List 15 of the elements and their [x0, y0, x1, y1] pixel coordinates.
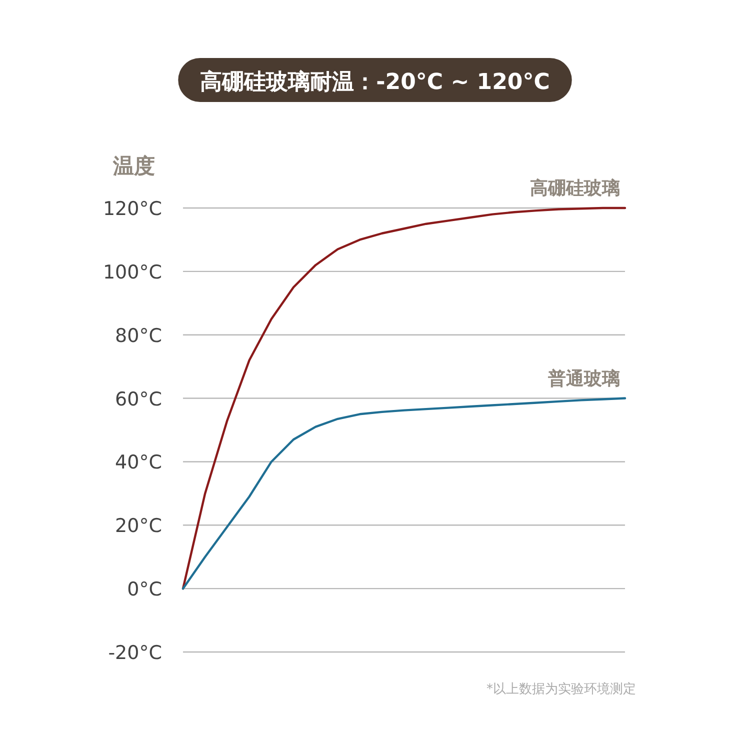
y-tick-label: 60°C [115, 388, 162, 410]
text: *以上数据为实验环境测定 [486, 681, 636, 697]
series-label: 高硼硅玻璃 [530, 178, 620, 199]
y-tick-label: 80°C [115, 324, 162, 347]
y-tick-label: 0°C [127, 578, 162, 601]
line-series [182, 397, 626, 590]
y-tick-label: 40°C [115, 452, 162, 474]
line-series [182, 206, 626, 590]
y-tick-label: -20°C [108, 642, 162, 664]
chart-title: 高硼硅玻璃耐温：-20°C ~ 120°C [200, 69, 550, 95]
y-axis-title: 温度 [112, 154, 155, 178]
y-tick-label: 100°C [102, 261, 162, 284]
y-tick-label: 20°C [115, 515, 162, 538]
series-label: 普通玻璃 [547, 368, 620, 390]
y-tick-label: 120°C [102, 198, 162, 220]
